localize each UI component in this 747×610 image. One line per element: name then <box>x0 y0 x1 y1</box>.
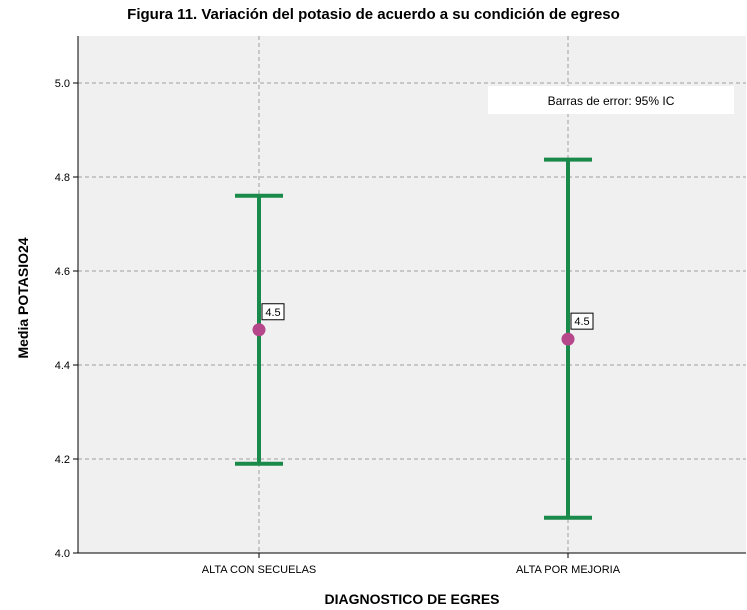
y-axis-ticks: 4.0 4.2 4.4 4.6 4.8 5.0 <box>55 78 78 560</box>
y-tick-label: 4.0 <box>55 548 70 560</box>
data-label: 4.5 <box>574 316 589 328</box>
data-label-box <box>570 312 594 330</box>
y-tick-label: 4.2 <box>55 454 70 466</box>
mean-marker <box>252 323 266 337</box>
annotation-box-bg <box>488 86 734 114</box>
error-bar-group: 4.5 <box>235 193 285 466</box>
x-axis-ticks: ALTA CON SECUELAS ALTA POR MEJORIA <box>202 553 621 576</box>
axes <box>77 36 746 554</box>
error-bar-group: 4.5 <box>544 157 594 520</box>
y-tick-label: 4.4 <box>55 360 70 372</box>
plot-area <box>78 36 746 553</box>
y-tick-label: 4.8 <box>55 172 70 184</box>
x-tick-label: ALTA POR MEJORIA <box>516 564 621 576</box>
y-axis-title: Media POTASIO24 <box>15 237 31 358</box>
x-axis-title: DIAGNOSTICO DE EGRES <box>324 591 499 607</box>
data-label-box <box>261 303 285 321</box>
x-tick-label: ALTA CON SECUELAS <box>202 564 317 576</box>
annotation-text: Barras de error: 95% IC <box>548 94 675 108</box>
chart-title: Figura 11. Variación del potasio de acue… <box>127 6 620 23</box>
y-tick-label: 5.0 <box>55 78 70 90</box>
annotation-box: Barras de error: 95% IC <box>488 86 734 114</box>
y-tick-label: 4.6 <box>55 266 70 278</box>
error-bars: 4.5 4.5 <box>235 157 594 520</box>
data-label: 4.5 <box>265 307 280 319</box>
mean-marker <box>561 332 575 346</box>
